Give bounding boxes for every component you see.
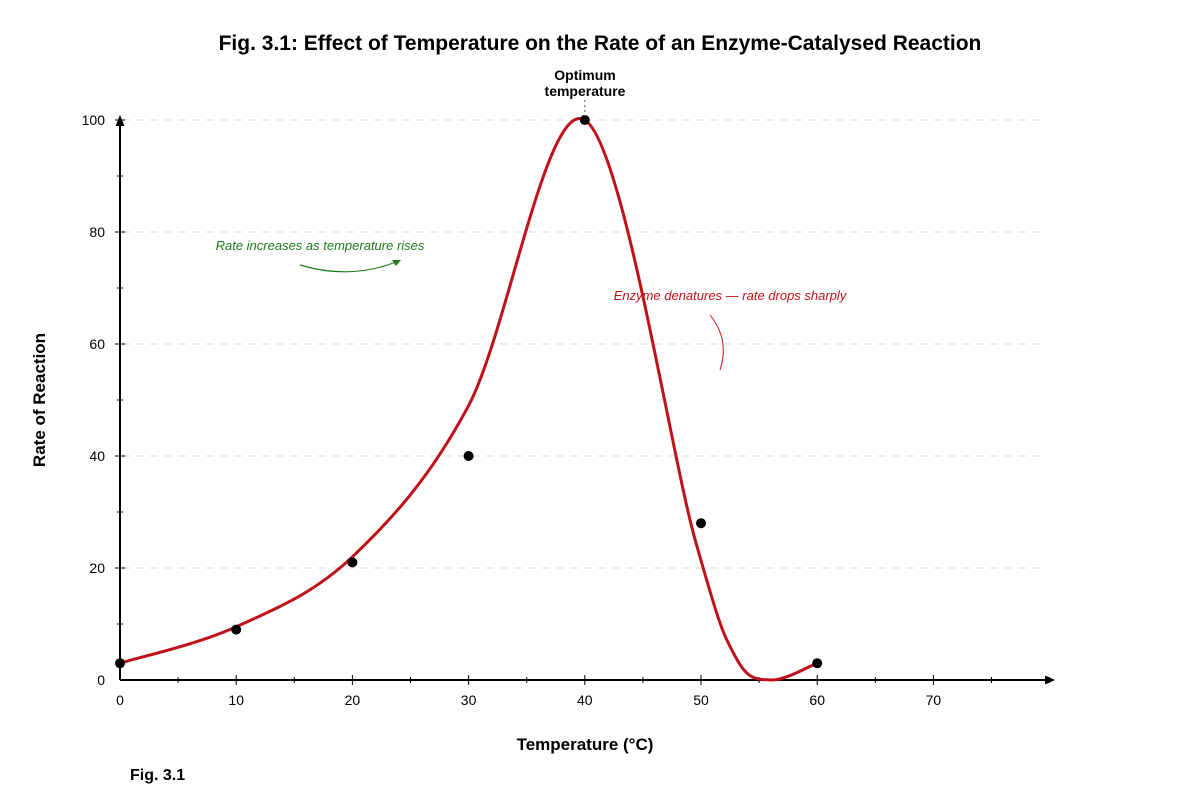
rise-arrowhead-icon bbox=[392, 260, 401, 266]
optimum-label-line1: Optimum bbox=[554, 67, 615, 83]
y-tick-label: 100 bbox=[82, 112, 106, 128]
x-tick-label: 20 bbox=[345, 692, 361, 708]
y-tick-label: 40 bbox=[89, 448, 105, 464]
y-axis-ticks: 0 20 40 60 80 100 bbox=[82, 112, 125, 688]
data-point bbox=[231, 624, 242, 635]
x-axis-title: Temperature (°C) bbox=[517, 735, 654, 754]
rate-curve bbox=[118, 117, 819, 682]
chart-title: Fig. 3.1: Effect of Temperature on the R… bbox=[219, 32, 982, 55]
rise-note: Rate increases as temperature rises bbox=[216, 238, 425, 253]
x-tick-label: 0 bbox=[116, 692, 124, 708]
x-tick-label: 50 bbox=[693, 692, 709, 708]
rise-annotation: Rate increases as temperature rises bbox=[216, 238, 425, 273]
gridlines bbox=[122, 119, 1045, 569]
fall-annotation: Enzyme denatures — rate drops sharply bbox=[614, 288, 848, 371]
data-point bbox=[812, 658, 823, 669]
y-tick-label: 80 bbox=[89, 224, 105, 240]
data-point bbox=[579, 115, 590, 125]
y-axis-title: Rate of Reaction bbox=[30, 333, 49, 467]
x-axis-ticks: 0 10 20 30 40 50 60 70 bbox=[116, 675, 1051, 708]
x-tick-label: 10 bbox=[228, 692, 244, 708]
axes bbox=[115, 115, 1055, 685]
optimum-annotation: Optimum temperature bbox=[545, 67, 626, 116]
data-point bbox=[347, 557, 358, 568]
data-point bbox=[696, 518, 706, 529]
y-tick-label: 20 bbox=[89, 560, 105, 576]
fall-note: Enzyme denatures — rate drops sharply bbox=[614, 288, 848, 303]
y-tick-label: 0 bbox=[97, 672, 105, 688]
x-tick-label: 70 bbox=[926, 692, 942, 708]
data-points bbox=[115, 115, 823, 669]
optimum-label-line2: temperature bbox=[545, 83, 626, 99]
fall-arrow bbox=[709, 314, 724, 371]
rise-arrow bbox=[299, 261, 397, 273]
y-tick-label: 60 bbox=[89, 336, 105, 352]
x-tick-label: 30 bbox=[461, 692, 477, 708]
data-point bbox=[463, 451, 474, 461]
data-point bbox=[115, 658, 125, 669]
x-tick-label: 60 bbox=[809, 692, 825, 708]
figure-caption: Fig. 3.1 bbox=[130, 767, 185, 784]
x-tick-label: 40 bbox=[577, 692, 593, 708]
